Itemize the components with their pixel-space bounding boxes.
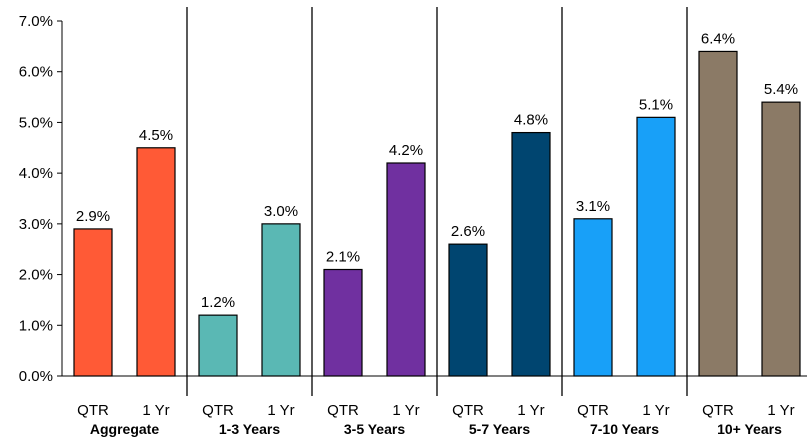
x-group-label: 3-5 Years <box>344 421 405 437</box>
y-tick-label: 2.0% <box>19 267 53 284</box>
x-category-label: QTR <box>202 402 234 419</box>
data-labels: 2.9% 4.5% 1.2% 3.0% 2.1% 4.2% 2.6% 4.8% 3.1% 5.1%… <box>76 30 798 311</box>
y-tick-label: 1.0% <box>19 317 53 334</box>
data-label: 4.2% <box>389 142 423 159</box>
data-label: 2.1% <box>326 249 360 266</box>
bar <box>573 218 613 377</box>
data-label: 3.0% <box>264 203 298 220</box>
y-tick-label: 5.0% <box>19 114 53 131</box>
bar <box>386 162 426 377</box>
data-label: 4.8% <box>514 112 548 129</box>
data-label: 5.4% <box>764 81 798 98</box>
bar <box>198 314 238 377</box>
y-tick-label: 6.0% <box>19 64 53 81</box>
x-group-label: 5-7 Years <box>469 421 530 437</box>
x-category-label: 1 Yr <box>392 402 419 419</box>
data-label: 1.2% <box>201 294 235 311</box>
y-tick-label: 3.0% <box>19 216 53 233</box>
data-label: 2.6% <box>451 223 485 240</box>
bar <box>698 50 738 377</box>
x-group-label: Aggregate <box>90 421 159 437</box>
y-tick-label: 0.0% <box>19 368 53 385</box>
data-label: 6.4% <box>701 30 735 47</box>
y-axis: 0.0% 1.0% 2.0% 3.0% 4.0% 5.0% 6.0% 7.0% <box>19 13 63 385</box>
x-category-label: QTR <box>577 402 609 419</box>
data-label: 4.5% <box>139 127 173 144</box>
x-category-label: QTR <box>327 402 359 419</box>
bar <box>73 228 113 377</box>
x-group-label: 7-10 Years <box>590 421 659 437</box>
bar <box>136 147 176 377</box>
bar <box>261 223 301 377</box>
bars <box>73 50 801 377</box>
x-axis: QTR 1 Yr Aggregate QTR 1 Yr 1-3 Years QTR 1 Yr 3… <box>62 375 807 437</box>
bar <box>761 101 801 377</box>
y-tick-label: 4.0% <box>19 165 53 182</box>
data-label: 2.9% <box>76 208 110 225</box>
bar <box>323 268 363 377</box>
data-label: 5.1% <box>639 96 673 113</box>
x-category-label: QTR <box>702 402 734 419</box>
x-category-label: 1 Yr <box>767 402 794 419</box>
bar <box>511 131 551 377</box>
x-group-label: 10+ Years <box>717 421 782 437</box>
x-group-label: 1-3 Years <box>219 421 280 437</box>
x-category-label: QTR <box>77 402 109 419</box>
y-tick-label: 7.0% <box>19 13 53 30</box>
x-category-label: 1 Yr <box>517 402 544 419</box>
bar <box>636 116 676 377</box>
x-category-label: 1 Yr <box>642 402 669 419</box>
bar <box>448 243 488 377</box>
group-dividers <box>186 7 688 396</box>
x-category-label: QTR <box>452 402 484 419</box>
x-category-label: 1 Yr <box>267 402 294 419</box>
data-label: 3.1% <box>576 198 610 215</box>
x-category-label: 1 Yr <box>142 402 169 419</box>
